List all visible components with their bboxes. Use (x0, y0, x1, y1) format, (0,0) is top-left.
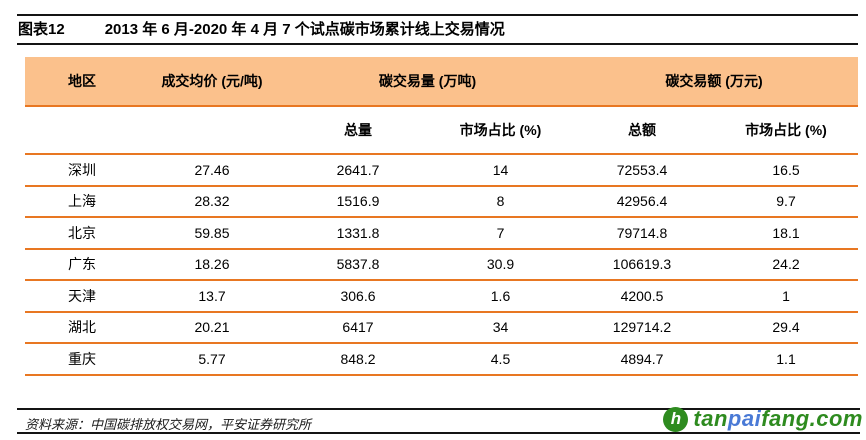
cell-avg-price: 28.32 (139, 185, 285, 218)
figure-label: 图表12 (18, 21, 65, 38)
cell-region: 深圳 (25, 154, 139, 187)
logo-text-pai: pai (727, 406, 762, 431)
table-row: 北京 59.85 1331.8 7 79714.8 18.1 (25, 217, 858, 250)
footer-top-rule (17, 408, 860, 410)
figure-title: 2013 年 6 月-2020 年 4 月 7 个试点碳市场累计线上交易情况 (104, 21, 505, 38)
subheader-amount-total: 总额 (570, 106, 714, 155)
cell-amount-share: 24.2 (714, 248, 858, 281)
cell-amount-share: 16.5 (714, 154, 858, 187)
header-volume-group: 碳交易量 (万吨) (285, 57, 570, 107)
cell-region: 重庆 (25, 343, 139, 376)
cell-volume-total: 306.6 (285, 280, 431, 313)
logo-text-fang-com: fang.com (761, 406, 863, 431)
cell-avg-price: 13.7 (139, 280, 285, 313)
table-row: 深圳 27.46 2641.7 14 72553.4 16.5 (25, 154, 858, 187)
subheader-empty (139, 106, 285, 155)
table-subheader-row: 总量 市场占比 (%) 总额 市场占比 (%) (25, 106, 858, 155)
cell-amount-total: 106619.3 (570, 248, 714, 281)
cell-amount-share: 18.1 (714, 217, 858, 250)
cell-avg-price: 20.21 (139, 311, 285, 344)
cell-avg-price: 59.85 (139, 217, 285, 250)
header-amount-group: 碳交易额 (万元) (570, 57, 858, 107)
cell-amount-share: 9.7 (714, 185, 858, 218)
carbon-market-table: 地区 成交均价 (元/吨) 碳交易量 (万吨) 碳交易额 (万元) 总量 市场占… (25, 57, 858, 376)
cell-volume-total: 5837.8 (285, 248, 431, 281)
cell-amount-total: 4200.5 (570, 280, 714, 313)
cell-avg-price: 5.77 (139, 343, 285, 376)
cell-amount-share: 1.1 (714, 343, 858, 376)
table-row: 重庆 5.77 848.2 4.5 4894.7 1.1 (25, 343, 858, 376)
cell-amount-total: 129714.2 (570, 311, 714, 344)
tanpaifang-logo: h tanpaifang.com (663, 406, 863, 432)
tanpaifang-logo-text: tanpaifang.com (693, 406, 863, 432)
source-note: 资料来源：中国碳排放权交易网，平安证券研究所 (25, 417, 312, 432)
subheader-volume-share: 市场占比 (%) (431, 106, 570, 155)
cell-volume-total: 1331.8 (285, 217, 431, 250)
cell-amount-total: 72553.4 (570, 154, 714, 187)
footer-bottom-rule (17, 432, 860, 434)
table-row: 上海 28.32 1516.9 8 42956.4 9.7 (25, 185, 858, 218)
title-bottom-rule (17, 43, 858, 45)
table-row: 广东 18.26 5837.8 30.9 106619.3 24.2 (25, 248, 858, 281)
cell-region: 天津 (25, 280, 139, 313)
cell-amount-total: 79714.8 (570, 217, 714, 250)
logo-text-tan: tan (693, 406, 728, 431)
cell-avg-price: 27.46 (139, 154, 285, 187)
cell-volume-share: 34 (431, 311, 570, 344)
cell-region: 广东 (25, 248, 139, 281)
subheader-volume-total: 总量 (285, 106, 431, 155)
cell-volume-total: 848.2 (285, 343, 431, 376)
top-rule (17, 14, 858, 16)
figure-caption: 图表12 2013 年 6 月-2020 年 4 月 7 个试点碳市场累计线上交易… (18, 18, 848, 39)
cell-volume-share: 8 (431, 185, 570, 218)
cell-volume-share: 4.5 (431, 343, 570, 376)
cell-region: 湖北 (25, 311, 139, 344)
cell-volume-share: 30.9 (431, 248, 570, 281)
cell-volume-share: 1.6 (431, 280, 570, 313)
tanpaifang-leaf-icon: h (663, 406, 689, 432)
header-region: 地区 (25, 57, 139, 107)
cell-volume-share: 14 (431, 154, 570, 187)
cell-volume-share: 7 (431, 217, 570, 250)
table-row: 天津 13.7 306.6 1.6 4200.5 1 (25, 280, 858, 313)
cell-volume-total: 6417 (285, 311, 431, 344)
cell-volume-total: 1516.9 (285, 185, 431, 218)
table-row: 湖北 20.21 6417 34 129714.2 29.4 (25, 311, 858, 344)
subheader-empty (25, 106, 139, 155)
cell-region: 北京 (25, 217, 139, 250)
cell-amount-total: 42956.4 (570, 185, 714, 218)
table-header-row: 地区 成交均价 (元/吨) 碳交易量 (万吨) 碳交易额 (万元) (25, 57, 858, 107)
cell-amount-total: 4894.7 (570, 343, 714, 376)
cell-amount-share: 29.4 (714, 311, 858, 344)
header-avg-price: 成交均价 (元/吨) (139, 57, 285, 107)
cell-amount-share: 1 (714, 280, 858, 313)
subheader-amount-share: 市场占比 (%) (714, 106, 858, 155)
cell-avg-price: 18.26 (139, 248, 285, 281)
cell-region: 上海 (25, 185, 139, 218)
cell-volume-total: 2641.7 (285, 154, 431, 187)
